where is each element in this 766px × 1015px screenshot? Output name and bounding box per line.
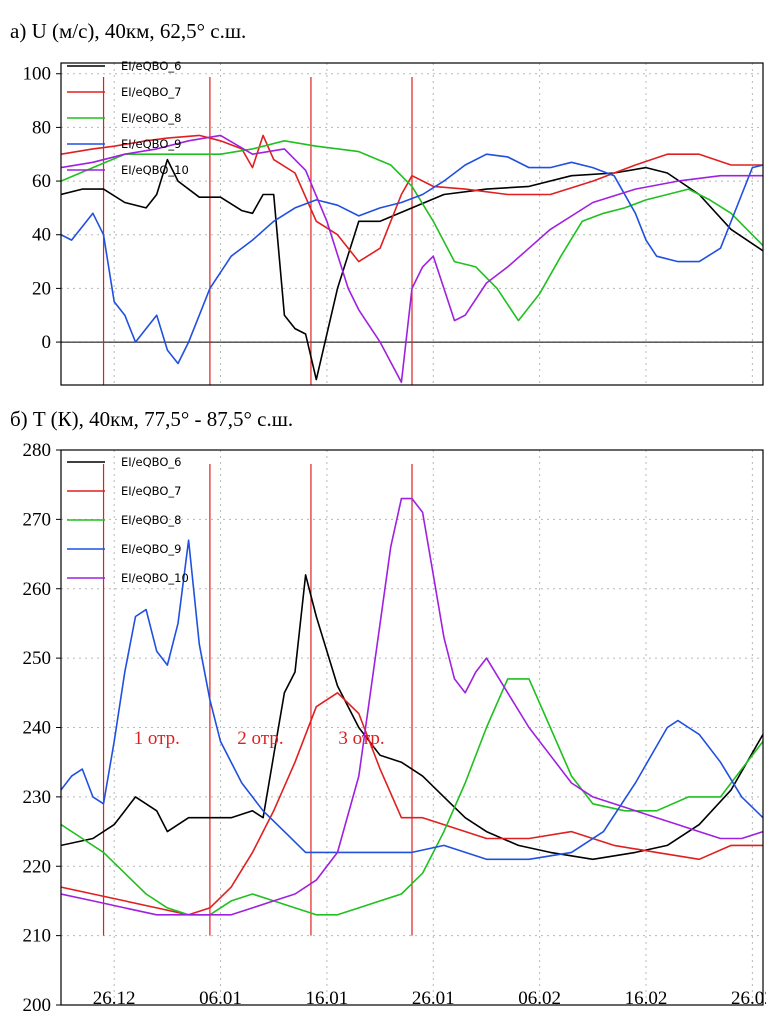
y-tick-label: 200 [23,995,52,1015]
y-tick-label: 270 [23,509,52,530]
series-line-EI/eQBO_8 [61,140,763,322]
y-tick-label: 100 [23,64,52,85]
series-line-EI/eQBO_9 [61,539,763,861]
y-tick-label: 40 [32,225,51,246]
legend-label: EI/eQBO_10 [121,571,189,585]
y-tick-label: 0 [42,332,52,353]
y-tick-label: 60 [32,171,51,192]
chart-panel-2: б) T (К), 40км, 77,5° - 87,5° с.ш. 200 210… [10,407,766,1015]
chart-title: а) U (м/с), 40км, 62,5° с.ш. [10,19,246,43]
chart-panel-1: а) U (м/с), 40км, 62,5° с.ш. 0 20 40 60 80 100… [10,19,764,386]
series-line-EI/eQBO_10 [61,497,763,916]
series-line-EI/eQBO_9 [61,153,763,365]
x-tick-label: 16.02 [625,988,668,1009]
legend-label: EI/eQBO_10 [121,163,189,177]
x-tick-label: 06.01 [199,988,242,1009]
legend-label: EI/eQBO_6 [121,455,181,469]
legend-label: EI/eQBO_7 [121,85,181,99]
x-tick-label: 26.12 [93,988,136,1009]
legend-label: EI/eQBO_6 [121,59,181,73]
legend-label: EI/eQBO_9 [121,137,181,151]
x-tick-label: 06.02 [518,988,561,1009]
y-tick-label: 280 [23,440,52,461]
x-tick-label: 26.02 [731,988,766,1009]
y-tick-label: 240 [23,718,52,739]
plot-frame [60,449,764,1006]
series-line-EI/eQBO_10 [61,134,763,384]
legend-label: EI/eQBO_7 [121,484,181,498]
period-annotation: 1 отр. [134,728,180,749]
y-tick-label: 230 [23,787,52,808]
y-tick-label: 260 [23,579,52,600]
plot-frame [60,62,764,386]
period-annotation: 2 отр. [237,728,283,749]
legend-label: EI/eQBO_8 [121,111,181,125]
y-tick-label: 20 [32,278,51,299]
period-annotation: 3 отр. [338,728,384,749]
x-tick-label: 16.01 [306,988,349,1009]
y-tick-label: 80 [32,117,51,138]
y-tick-label: 250 [23,648,52,669]
legend-label: EI/eQBO_8 [121,513,181,527]
legend-label: EI/eQBO_9 [121,542,181,556]
y-tick-label: 210 [23,926,52,947]
chart-title: б) T (К), 40км, 77,5° - 87,5° с.ш. [10,407,293,431]
y-tick-label: 220 [23,856,52,877]
series-line-EI/eQBO_6 [61,574,763,861]
series-line-EI/eQBO_8 [61,678,763,916]
x-tick-label: 26.01 [412,988,455,1009]
series-line-EI/eQBO_7 [61,134,763,263]
